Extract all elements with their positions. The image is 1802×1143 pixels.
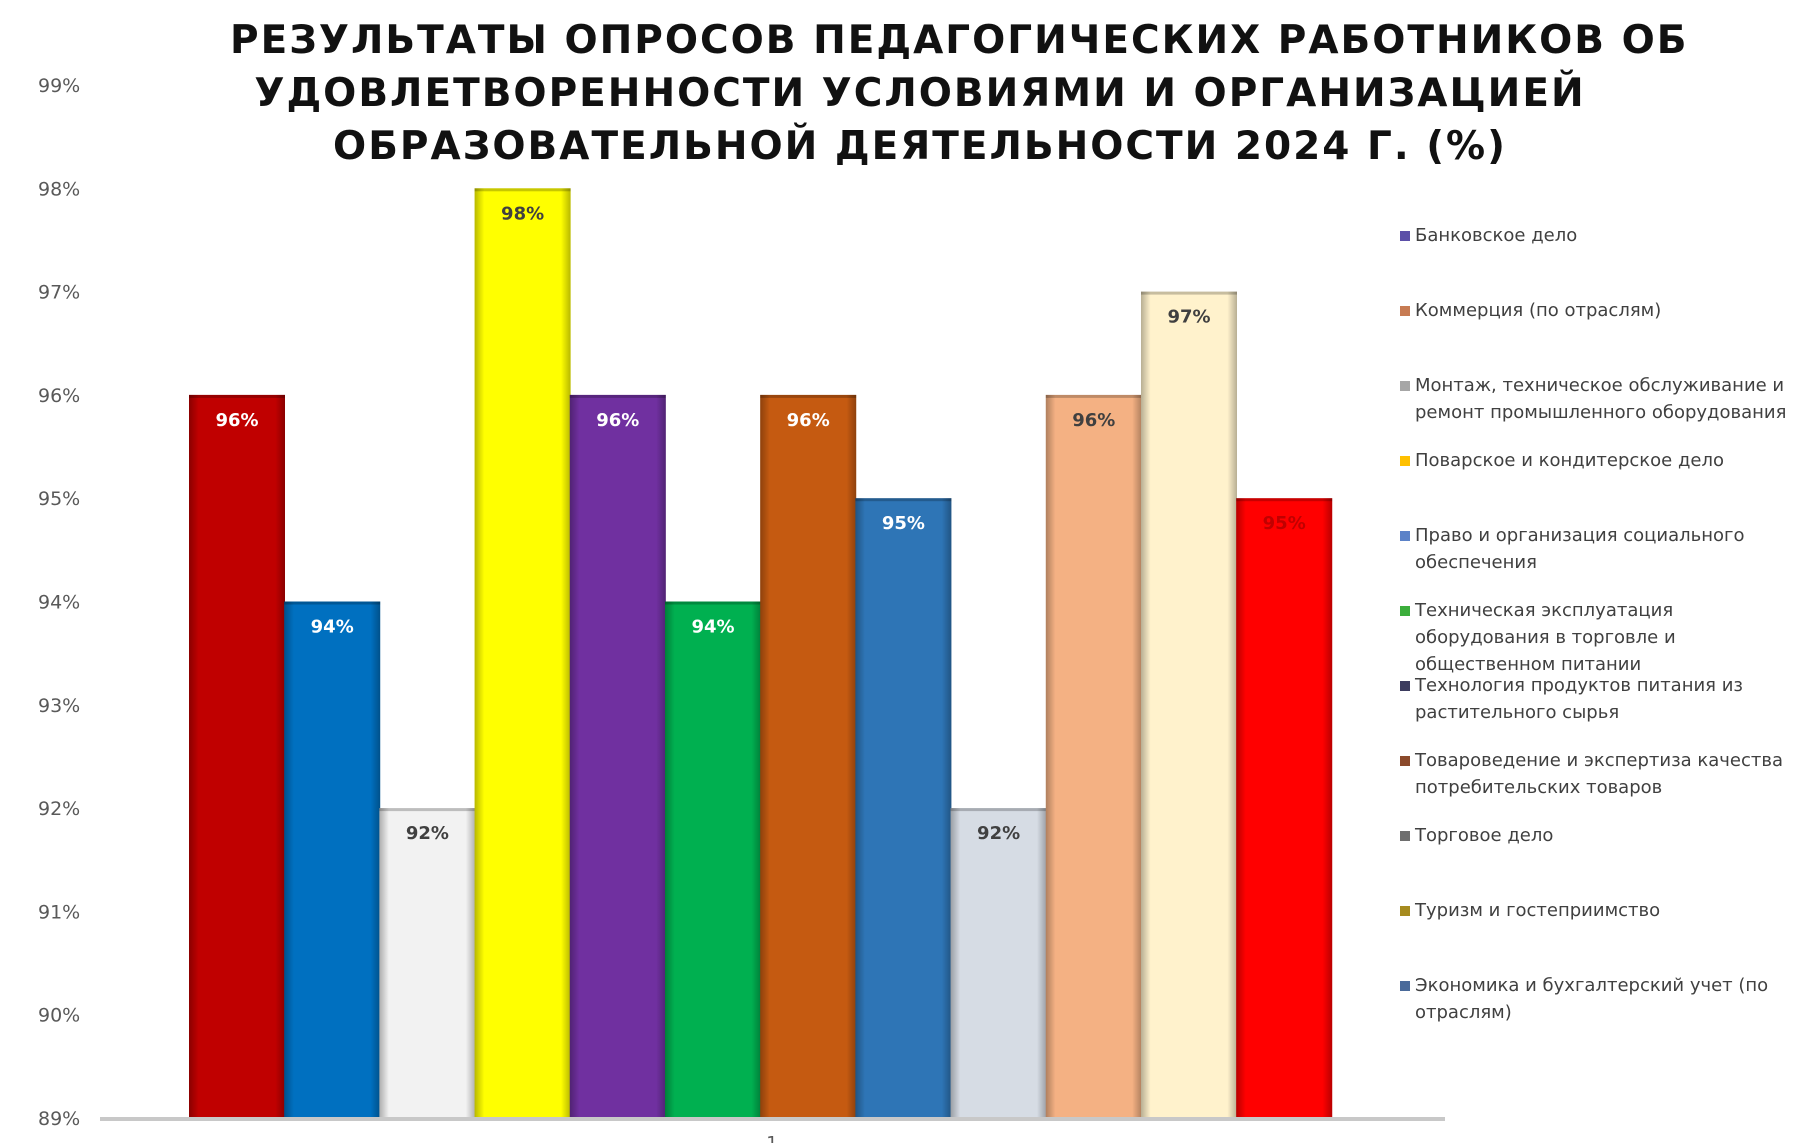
bar-group: 95% [1236, 498, 1333, 1118]
y-tick-label: 98% [38, 178, 80, 200]
bar-shade [665, 601, 761, 1118]
bar-data-label: 97% [1167, 307, 1210, 328]
legend-swatch [1400, 456, 1410, 466]
legend-swatch [1400, 906, 1410, 916]
legend-label: Технология продуктов питания из растител… [1415, 675, 1743, 723]
bar-data-label: 94% [311, 617, 354, 638]
legend-swatch [1400, 381, 1410, 391]
bar-shade [950, 808, 1047, 1118]
legend-label: Торговое дело [1415, 825, 1554, 846]
y-tick-label: 97% [38, 282, 80, 304]
bar-group: 94% [284, 601, 381, 1118]
legend-label: Техническая эксплуатация оборудования в … [1415, 600, 1676, 675]
bar-top-edge [1141, 291, 1237, 295]
bar-shade [855, 498, 952, 1118]
y-tick-label: 91% [38, 901, 80, 923]
y-tick-label: 89% [38, 1108, 80, 1130]
bar-top-edge [189, 394, 285, 398]
bar-data-label: 94% [691, 617, 734, 638]
legend-item: Товароведение и экспертиза качества потр… [1400, 747, 1800, 801]
bar-data-label: 96% [1072, 410, 1115, 431]
bar-shade [760, 394, 857, 1118]
y-tick-label: 90% [38, 1005, 80, 1027]
legend-item: Коммерция (по отраслям) [1400, 297, 1800, 324]
legend-item: Торговое дело [1400, 822, 1800, 849]
bar-group: 96% [760, 394, 857, 1118]
bar-data-label: 98% [501, 203, 544, 224]
bar-group: 96% [569, 394, 666, 1118]
bar-top-edge [284, 601, 381, 605]
legend-swatch [1400, 756, 1410, 766]
legend-label: Банковское дело [1415, 225, 1578, 246]
y-tick-label: 94% [38, 592, 80, 614]
legend-swatch [1400, 531, 1410, 541]
bar-data-label: 96% [596, 410, 639, 431]
bar-shade [474, 188, 571, 1119]
bar-group: 92% [950, 808, 1047, 1118]
legend-label: Поварское и кондитерское дело [1415, 450, 1725, 471]
bar-data-label: 96% [215, 410, 258, 431]
bar-group: 98% [474, 188, 571, 1119]
legend-label: Туризм и гостеприимство [1415, 900, 1661, 921]
chart-title: РЕЗУЛЬТАТЫ ОПРОСОВ ПЕДАГОГИЧЕСКИХ РАБОТН… [230, 14, 1689, 173]
legend-label: Право и организация социального обеспече… [1415, 525, 1745, 573]
y-tick-label: 96% [38, 385, 80, 407]
bar-top-edge [760, 394, 857, 398]
bar-shade [1045, 394, 1142, 1118]
x-axis-line [100, 1117, 1445, 1121]
y-tick-label: 95% [38, 488, 80, 510]
bar-top-edge [474, 188, 571, 192]
x-category-label: 1 [766, 1133, 777, 1143]
bar-top-edge [855, 498, 952, 502]
legend-item: Поварское и кондитерское дело [1400, 447, 1800, 474]
bar-data-label: 96% [787, 410, 830, 431]
bar-data-label: 92% [406, 823, 449, 844]
bar-data-label: 95% [882, 513, 925, 534]
legend-label: Экономика и бухгалтерский учет (по отрас… [1415, 975, 1769, 1023]
y-tick-label: 93% [38, 695, 80, 717]
bar-top-edge [1045, 394, 1142, 398]
legend-item: Банковское дело [1400, 222, 1800, 249]
legend-swatch [1400, 681, 1410, 691]
bar-top-edge [665, 601, 761, 605]
legend-item: Техническая эксплуатация оборудования в … [1400, 597, 1800, 678]
y-tick-label: 92% [38, 798, 80, 820]
bar-data-label: 92% [977, 823, 1020, 844]
legend-swatch [1400, 981, 1410, 991]
legend-item: Монтаж, техническое обслуживание и ремон… [1400, 372, 1800, 426]
bar-top-edge [1236, 498, 1333, 502]
bar-data-label: 95% [1263, 513, 1306, 534]
chart-title-line-3: ОБРАЗОВАТЕЛЬНОЙ ДЕЯТЕЛЬНОСТИ 2024 Г. (%) [333, 124, 1507, 169]
bar-shade [189, 394, 285, 1118]
bar-shade [284, 601, 381, 1118]
legend-swatch [1400, 606, 1410, 616]
bar-group: 96% [189, 394, 285, 1118]
bar-group: 96% [1045, 394, 1142, 1118]
legend-item: Технология продуктов питания из растител… [1400, 672, 1800, 726]
bar-shade [1236, 498, 1333, 1118]
chart-title-line-1: РЕЗУЛЬТАТЫ ОПРОСОВ ПЕДАГОГИЧЕСКИХ РАБОТН… [230, 18, 1689, 63]
legend-item: Экономика и бухгалтерский учет (по отрас… [1400, 972, 1800, 1026]
bar-group: 95% [855, 498, 952, 1118]
legend-label: Монтаж, техническое обслуживание и ремон… [1415, 375, 1787, 423]
bar-shade [1141, 291, 1237, 1119]
legend-swatch [1400, 831, 1410, 841]
y-tick-label: 99% [38, 75, 80, 97]
bar-group: 92% [379, 808, 476, 1118]
legend-item: Туризм и гостеприимство [1400, 897, 1800, 924]
chart-title-line-2: УДОВЛЕТВОРЕННОСТИ УСЛОВИЯМИ И ОРГАНИЗАЦИ… [254, 71, 1586, 116]
bar-group: 97% [1141, 291, 1237, 1119]
legend-label: Коммерция (по отраслям) [1415, 300, 1662, 321]
legend-label: Товароведение и экспертиза качества потр… [1415, 750, 1784, 798]
bar-group: 94% [665, 601, 761, 1118]
bar-top-edge [950, 808, 1047, 812]
bar-shade [379, 808, 476, 1118]
bar-top-edge [379, 808, 476, 812]
bar-shade [569, 394, 666, 1118]
legend-swatch [1400, 306, 1410, 316]
legend-item: Право и организация социального обеспече… [1400, 522, 1800, 576]
legend-swatch [1400, 231, 1410, 241]
bar-top-edge [569, 394, 666, 398]
